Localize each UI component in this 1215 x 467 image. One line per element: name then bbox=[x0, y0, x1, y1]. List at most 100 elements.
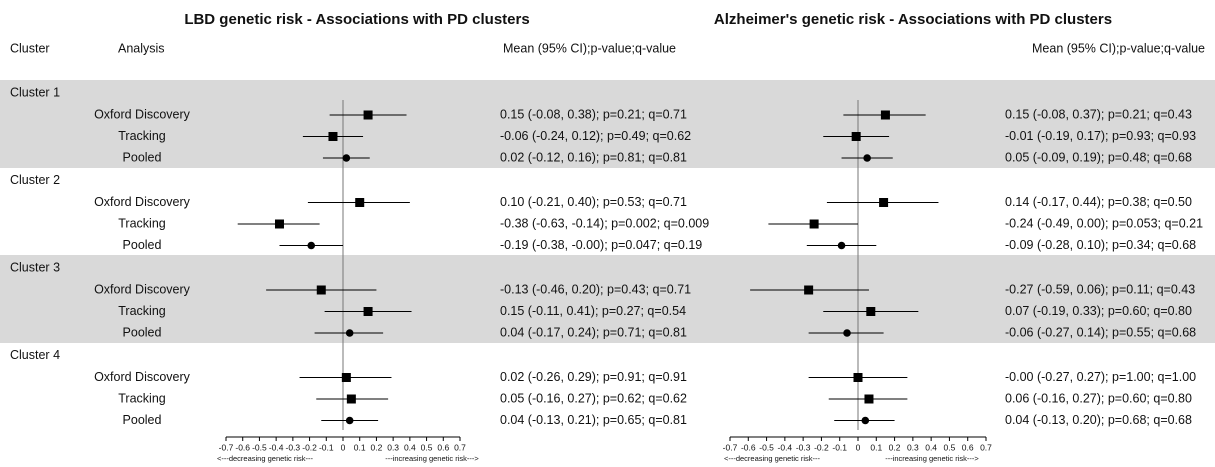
x-tick-label: 0.4 bbox=[404, 442, 416, 452]
analysis-label: Pooled bbox=[123, 238, 162, 252]
pooled-estimate bbox=[837, 241, 846, 250]
pooled-estimate bbox=[843, 329, 851, 337]
cohort-estimate bbox=[809, 219, 819, 229]
estimate-label: 0.15 (-0.08, 0.38); p=0.21; q=0.71 bbox=[500, 107, 687, 121]
pooled-estimate bbox=[345, 416, 354, 425]
x-tick-label: 0.7 bbox=[980, 442, 992, 452]
pooled-estimate bbox=[345, 329, 354, 337]
estimate-label: 0.02 (-0.12, 0.16); p=0.81; q=0.81 bbox=[500, 150, 687, 164]
panel-title: LBD genetic risk - Associations with PD … bbox=[184, 11, 529, 28]
analysis-label: Tracking bbox=[118, 304, 166, 318]
x-tick-label: 0.6 bbox=[437, 442, 449, 452]
axis-direction-label: ---increasing genetic risk---> bbox=[385, 454, 479, 463]
estimate-label: 0.04 (-0.13, 0.20); p=0.68; q=0.68 bbox=[1005, 413, 1192, 427]
estimate-label: -0.19 (-0.38, -0.00); p=0.047; q=0.19 bbox=[500, 238, 702, 252]
cluster-label: Cluster 2 bbox=[10, 173, 60, 187]
panel-title: Alzheimer's genetic risk - Associations … bbox=[714, 11, 1112, 28]
cohort-estimate bbox=[864, 394, 874, 404]
estimate-label: -0.06 (-0.27, 0.14); p=0.55; q=0.68 bbox=[1005, 325, 1196, 339]
estimate-label: 0.10 (-0.21, 0.40); p=0.53; q=0.71 bbox=[500, 195, 687, 209]
cohort-estimate bbox=[880, 110, 890, 120]
estimate-label: 0.15 (-0.11, 0.41); p=0.27; q=0.54 bbox=[500, 304, 686, 318]
estimate-label: -0.09 (-0.28, 0.10); p=0.34; q=0.68 bbox=[1005, 238, 1196, 252]
estimate-label: 0.07 (-0.19, 0.33); p=0.60; q=0.80 bbox=[1005, 304, 1192, 318]
estimate-label: 0.05 (-0.09, 0.19); p=0.48; q=0.68 bbox=[1005, 150, 1192, 164]
cluster-band bbox=[0, 80, 1215, 168]
x-tick-label: -0.2 bbox=[302, 442, 317, 452]
analysis-header: Analysis bbox=[118, 41, 165, 55]
x-tick-label: 0.1 bbox=[354, 442, 366, 452]
x-tick-label: -0.1 bbox=[319, 442, 334, 452]
estimate-label: 0.14 (-0.17, 0.44); p=0.38; q=0.50 bbox=[1005, 195, 1192, 209]
cohort-estimate bbox=[274, 219, 284, 229]
analysis-label: Pooled bbox=[123, 325, 162, 339]
cohort-estimate bbox=[879, 198, 889, 207]
x-tick-label: 0.2 bbox=[889, 442, 901, 452]
cohort-estimate bbox=[346, 394, 356, 404]
x-tick-label: -0.5 bbox=[252, 442, 267, 452]
cohort-estimate bbox=[341, 373, 351, 382]
analysis-label: Pooled bbox=[123, 150, 162, 164]
analysis-label: Pooled bbox=[123, 413, 162, 427]
estimate-label: -0.13 (-0.46, 0.20); p=0.43; q=0.71 bbox=[500, 282, 691, 296]
x-tick-label: -0.4 bbox=[778, 442, 793, 452]
x-tick-label: -0.7 bbox=[219, 442, 234, 452]
background bbox=[0, 80, 1215, 343]
x-tick-label: 0.3 bbox=[387, 442, 399, 452]
x-tick-label: 0 bbox=[856, 442, 861, 452]
estimate-label: -0.00 (-0.27, 0.27); p=1.00; q=1.00 bbox=[1005, 370, 1196, 384]
x-tick-label: 0.1 bbox=[870, 442, 882, 452]
cohort-estimate bbox=[328, 132, 338, 141]
estimate-label: 0.02 (-0.26, 0.29); p=0.91; q=0.91 bbox=[500, 370, 687, 384]
x-tick-label: 0.3 bbox=[907, 442, 919, 452]
axis-direction-label: <---decreasing genetic risk--- bbox=[724, 454, 821, 463]
pooled-estimate bbox=[307, 241, 316, 250]
estimate-label: 0.05 (-0.16, 0.27); p=0.62; q=0.62 bbox=[500, 391, 687, 405]
x-tick-label: 0.7 bbox=[454, 442, 466, 452]
cohort-estimate bbox=[363, 110, 373, 120]
x-tick-label: -0.3 bbox=[286, 442, 301, 452]
estimate-header: Mean (95% CI);p-value;q-value bbox=[503, 41, 676, 55]
x-tick-label: 0.6 bbox=[962, 442, 974, 452]
estimate-label: 0.04 (-0.17, 0.24); p=0.71; q=0.81 bbox=[500, 325, 687, 339]
cluster-label: Cluster 4 bbox=[10, 348, 60, 362]
cohort-estimate bbox=[853, 373, 863, 382]
cluster-label: Cluster 3 bbox=[10, 260, 60, 274]
estimate-label: -0.24 (-0.49, 0.00); p=0.053; q=0.21 bbox=[1005, 216, 1203, 230]
axis-direction-label: <---decreasing genetic risk--- bbox=[217, 454, 314, 463]
estimate-label: -0.01 (-0.19, 0.17); p=0.93; q=0.93 bbox=[1005, 129, 1196, 143]
x-tick-label: 0.5 bbox=[421, 442, 433, 452]
estimate-label: -0.27 (-0.59, 0.06); p=0.11; q=0.43 bbox=[1005, 282, 1195, 296]
analysis-label: Oxford Discovery bbox=[94, 370, 191, 384]
pooled-estimate bbox=[342, 154, 351, 162]
x-tick-label: -0.7 bbox=[723, 442, 738, 452]
x-tick-label: -0.5 bbox=[759, 442, 774, 452]
x-tick-label: -0.4 bbox=[269, 442, 284, 452]
cohort-estimate bbox=[851, 132, 861, 141]
estimate-label: 0.15 (-0.08, 0.37); p=0.21; q=0.43 bbox=[1005, 107, 1192, 121]
x-tick-label: -0.3 bbox=[796, 442, 811, 452]
cluster-header: Cluster bbox=[10, 41, 50, 55]
cohort-estimate bbox=[355, 198, 365, 207]
x-tick-label: -0.1 bbox=[832, 442, 847, 452]
x-tick-label: -0.6 bbox=[741, 442, 756, 452]
pooled-estimate bbox=[863, 154, 871, 162]
analysis-label: Tracking bbox=[118, 216, 166, 230]
cohort-estimate bbox=[804, 285, 814, 295]
cohort-estimate bbox=[866, 307, 876, 316]
x-tick-label: 0.5 bbox=[944, 442, 956, 452]
analysis-label: Oxford Discovery bbox=[94, 107, 191, 121]
analysis-label: Tracking bbox=[118, 391, 166, 405]
x-tick-label: -0.2 bbox=[814, 442, 829, 452]
cohort-estimate bbox=[363, 307, 373, 316]
estimate-label: -0.06 (-0.24, 0.12); p=0.49; q=0.62 bbox=[500, 129, 691, 143]
axis-direction-label: ---increasing genetic risk---> bbox=[885, 454, 979, 463]
analysis-label: Tracking bbox=[118, 129, 166, 143]
x-tick-label: -0.6 bbox=[235, 442, 250, 452]
cohort-estimate bbox=[316, 285, 326, 295]
x-tick-label: 0 bbox=[341, 442, 346, 452]
x-tick-label: 0.2 bbox=[371, 442, 383, 452]
estimate-label: 0.04 (-0.13, 0.21); p=0.65; q=0.81 bbox=[500, 413, 687, 427]
estimate-label: 0.06 (-0.16, 0.27); p=0.60; q=0.80 bbox=[1005, 391, 1192, 405]
estimate-label: -0.38 (-0.63, -0.14); p=0.002; q=0.009 bbox=[500, 216, 709, 230]
